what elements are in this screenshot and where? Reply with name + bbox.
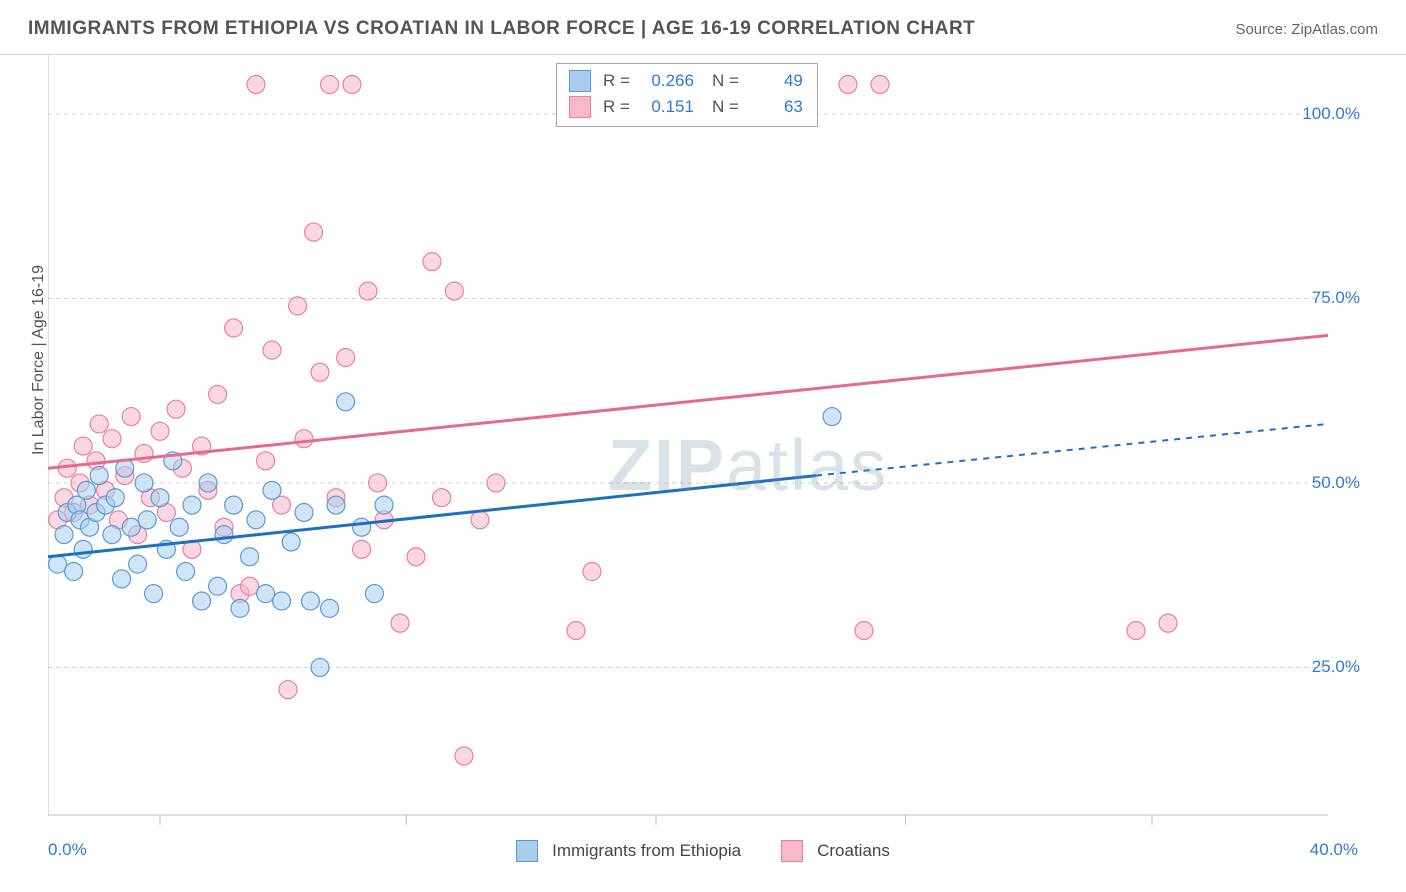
n-label: N = <box>712 71 739 91</box>
n-value-croatians: 63 <box>745 97 803 117</box>
n-label: N = <box>712 97 739 117</box>
y-tick-label: 100.0% <box>1302 104 1360 124</box>
legend-item-croatians: Croatians <box>781 840 890 862</box>
stats-row-croatians: R = 0.151 N = 63 <box>569 94 803 120</box>
bottom-legend: Immigrants from Ethiopia Croatians <box>48 840 1358 862</box>
legend-swatch-croatians <box>781 840 803 862</box>
r-label: R = <box>603 97 630 117</box>
swatch-ethiopia <box>569 70 591 92</box>
chart-title: IMMIGRANTS FROM ETHIOPIA VS CROATIAN IN … <box>28 18 975 40</box>
stats-row-ethiopia: R = 0.266 N = 49 <box>569 68 803 94</box>
r-value-croatians: 0.151 <box>636 97 694 117</box>
correlation-stats-box: R = 0.266 N = 49 R = 0.151 N = 63 <box>556 63 818 127</box>
chart-area: In Labor Force | Age 16-19 R = 0.266 N =… <box>48 55 1406 830</box>
r-label: R = <box>603 71 630 91</box>
legend-label-ethiopia: Immigrants from Ethiopia <box>552 841 741 861</box>
n-value-ethiopia: 49 <box>745 71 803 91</box>
swatch-croatians <box>569 96 591 118</box>
legend-item-ethiopia: Immigrants from Ethiopia <box>516 840 741 862</box>
y-tick-label: 25.0% <box>1312 657 1360 677</box>
legend-label-croatians: Croatians <box>817 841 890 861</box>
legend-swatch-ethiopia <box>516 840 538 862</box>
y-axis-label: In Labor Force | Age 16-19 <box>30 265 48 455</box>
y-tick-label: 75.0% <box>1312 288 1360 308</box>
source-label: Source: ZipAtlas.com <box>1235 21 1378 38</box>
scatter-chart-svg <box>48 55 1358 825</box>
y-tick-label: 50.0% <box>1312 473 1360 493</box>
header: IMMIGRANTS FROM ETHIOPIA VS CROATIAN IN … <box>0 0 1406 55</box>
r-value-ethiopia: 0.266 <box>636 71 694 91</box>
